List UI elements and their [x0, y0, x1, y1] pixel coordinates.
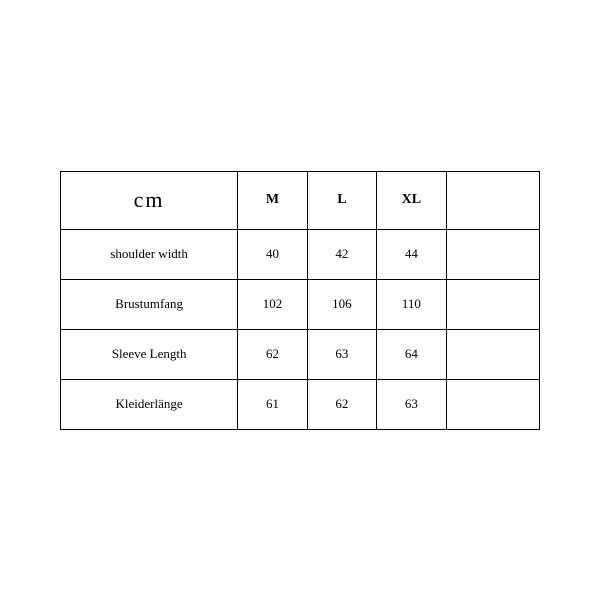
row-label: Brustumfang — [61, 279, 238, 329]
size-header-l: L — [307, 171, 376, 229]
cell: 63 — [307, 329, 376, 379]
table-header-row: cm M L XL — [61, 171, 540, 229]
cell: 62 — [307, 379, 376, 429]
cell: 42 — [307, 229, 376, 279]
cell: 110 — [377, 279, 446, 329]
cell: 106 — [307, 279, 376, 329]
size-table-container: cm M L XL shoulder width 40 42 44 Brustu… — [60, 171, 540, 430]
cell — [446, 329, 539, 379]
cell — [446, 279, 539, 329]
cell: 62 — [238, 329, 307, 379]
row-label: Kleiderlänge — [61, 379, 238, 429]
cell — [446, 229, 539, 279]
cell — [446, 379, 539, 429]
table-row: Sleeve Length 62 63 64 — [61, 329, 540, 379]
size-table: cm M L XL shoulder width 40 42 44 Brustu… — [60, 171, 540, 430]
row-label: shoulder width — [61, 229, 238, 279]
cell: 61 — [238, 379, 307, 429]
table-row: shoulder width 40 42 44 — [61, 229, 540, 279]
unit-header: cm — [61, 171, 238, 229]
table-row: Kleiderlänge 61 62 63 — [61, 379, 540, 429]
size-header-xl: XL — [377, 171, 446, 229]
size-header-m: M — [238, 171, 307, 229]
table-row: Brustumfang 102 106 110 — [61, 279, 540, 329]
cell: 102 — [238, 279, 307, 329]
size-header-empty — [446, 171, 539, 229]
cell: 40 — [238, 229, 307, 279]
cell: 44 — [377, 229, 446, 279]
cell: 63 — [377, 379, 446, 429]
row-label: Sleeve Length — [61, 329, 238, 379]
cell: 64 — [377, 329, 446, 379]
